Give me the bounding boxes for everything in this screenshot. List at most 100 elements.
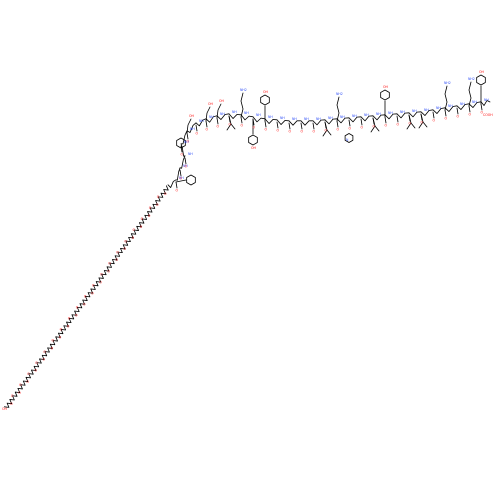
aliphatic-branch <box>374 125 380 132</box>
peg-ether-oxygen: O <box>149 206 152 210</box>
peg-ether-oxygen: O <box>10 402 13 406</box>
amide-nh: NH <box>209 115 214 119</box>
carbonyl-oxygen: O <box>265 128 268 132</box>
carbonyl-oxygen: O <box>241 124 244 128</box>
amide-nh: NH <box>199 119 204 123</box>
peg-ether-oxygen: O <box>76 306 79 310</box>
peg-ether-oxygen: O <box>91 291 94 295</box>
carbonyl-oxygen: O <box>385 124 388 128</box>
carbonyl-oxygen: O <box>457 115 460 119</box>
amide-nh: NH <box>436 106 441 110</box>
peg-ether-oxygen: O <box>156 203 159 207</box>
carbonyl-bond <box>276 121 279 129</box>
amide-nh: NH <box>292 117 297 121</box>
peg-chain <box>4 185 169 408</box>
amide-nh: NH <box>220 112 225 116</box>
peg-ether-oxygen: O <box>115 258 118 262</box>
peg-ether-oxygen: O <box>92 283 95 287</box>
carbonyl-oxygen: O <box>481 111 484 115</box>
amide-nh: NH <box>188 152 193 156</box>
carbonyl-bond <box>336 120 339 128</box>
peg-ether-oxygen: O <box>107 269 110 273</box>
peg-ether-oxygen: O <box>140 225 143 229</box>
carbonyl-oxygen: O <box>337 128 340 132</box>
carbonyl-oxygen: O <box>217 125 220 129</box>
amide-nh: NH <box>179 176 184 180</box>
peg-ether-oxygen: O <box>141 217 144 221</box>
basic-side-chain <box>336 96 340 122</box>
peg-ether-oxygen: O <box>75 313 78 317</box>
carbonyl-oxygen: O <box>469 113 472 117</box>
side-chain-amine: NH2 <box>468 77 475 81</box>
side-chain-amine: NH2 <box>240 88 247 92</box>
amide-nh: NH <box>352 114 357 118</box>
carbonyl-bond <box>216 117 219 125</box>
carbonyl-bond <box>348 119 351 127</box>
peg-ether-oxygen: O <box>59 336 62 340</box>
bond-layer <box>4 74 491 408</box>
peg-ether-oxygen: O <box>26 380 29 384</box>
amide-nh: NH <box>424 108 429 112</box>
c-terminal-acid: COOH <box>483 113 493 117</box>
amide-nh: NH <box>388 111 393 115</box>
carbonyl-bond <box>300 122 303 130</box>
carbonyl-bond <box>180 145 183 153</box>
peg-ether-oxygen: O <box>133 228 136 232</box>
peg-ether-oxygen: O <box>19 383 22 387</box>
carbonyl-oxygen: O <box>421 121 424 125</box>
amide-nh: NH <box>448 104 453 108</box>
carbonyl-oxygen: O <box>361 126 364 130</box>
carbonyl-bond <box>432 111 435 119</box>
carbonyl-bond <box>205 120 208 128</box>
tyrosine-ring <box>476 74 486 86</box>
tyrosine-ring <box>260 94 270 106</box>
carbonyl-oxygen: O <box>176 189 179 193</box>
carbonyl-oxygen: O <box>206 128 209 132</box>
carbonyl-bond <box>312 122 315 130</box>
amide-nh: NH <box>316 117 321 121</box>
amide-nh: NH <box>460 102 465 106</box>
amide-nh: NH <box>280 116 285 120</box>
peg-ether-oxygen: O <box>84 295 87 299</box>
side-chain-amine: NH2 <box>336 92 343 96</box>
peg-ether-oxygen: O <box>99 280 102 284</box>
peg-terminal-hydroxyl: OH <box>2 407 8 411</box>
carbonyl-bond <box>186 132 189 140</box>
aliphatic-branch <box>422 121 428 128</box>
amide-nh: NH <box>340 115 345 119</box>
carbonyl-bond <box>456 107 459 115</box>
carbonyl-oxygen: O <box>187 140 190 144</box>
carbonyl-oxygen: O <box>289 130 292 134</box>
carbonyl-oxygen: O <box>397 123 400 127</box>
carbonyl-oxygen: O <box>313 130 316 134</box>
amide-nh: NH <box>256 113 261 117</box>
peg-ether-oxygen: O <box>164 192 167 196</box>
amide-nh: NH <box>328 116 333 120</box>
carbonyl-bond <box>175 181 178 189</box>
side-chain-acid: OH <box>189 114 195 118</box>
aliphatic-branch <box>230 123 236 130</box>
imidazole-ring <box>344 133 354 143</box>
carbonyl-oxygen: O <box>409 122 412 126</box>
peg-ether-oxygen: O <box>100 272 103 276</box>
carbonyl-bond <box>480 103 483 111</box>
carbonyl-oxygen: O <box>181 153 184 157</box>
acidic-side-chain <box>216 103 222 119</box>
peg-ether-oxygen: O <box>51 347 54 351</box>
tyrosine-hydroxyl: OH <box>251 146 257 150</box>
tyrosine-hydroxyl: OH <box>263 90 269 94</box>
aliphatic-branch <box>326 129 332 136</box>
side-chain-amine: NH2 <box>444 81 451 85</box>
carbonyl-bond <box>264 120 267 128</box>
amide-nh: NH <box>304 117 309 121</box>
amide-nh: NH <box>472 100 477 104</box>
carbonyl-oxygen: O <box>253 126 256 130</box>
peg-ether-oxygen: O <box>124 239 127 243</box>
peg-ether-oxygen: O <box>124 247 127 251</box>
basic-side-chain <box>468 81 472 107</box>
carbonyl-bond <box>240 116 243 124</box>
peg-ether-oxygen: O <box>132 236 135 240</box>
carbonyl-oxygen: O <box>185 165 188 169</box>
peg-ether-oxygen: O <box>43 358 46 362</box>
